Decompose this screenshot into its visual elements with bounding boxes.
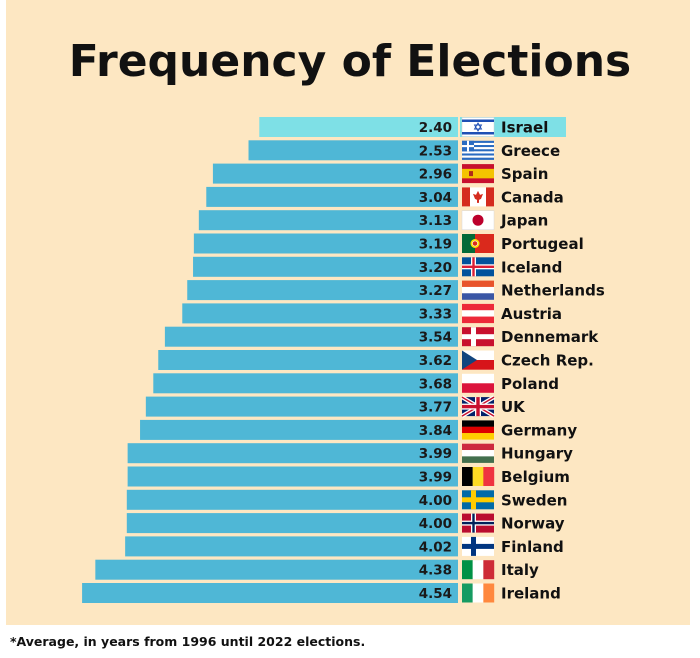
bar-spain [212, 163, 458, 184]
greece-flag-icon [462, 140, 494, 160]
value-label-hungary: 3.99 [419, 446, 452, 462]
category-label-greece: Greece [501, 142, 560, 160]
value-label-portugeal: 3.19 [419, 237, 452, 253]
category-label-poland: Poland [501, 375, 559, 393]
bar-germany [140, 419, 458, 440]
chart-title: Frequency of Elections [68, 36, 632, 87]
bar-italy [95, 559, 458, 580]
bar-czech-rep [158, 350, 458, 370]
value-label-israel: 2.40 [419, 120, 452, 136]
category-label-israel: Israel [501, 119, 548, 137]
denmark-flag-icon [462, 327, 494, 347]
iceland-flag-icon [462, 257, 494, 277]
belgium-flag-icon [462, 467, 495, 486]
bar-sweden [126, 489, 459, 510]
value-label-finland: 4.02 [419, 539, 452, 555]
value-label-belgium: 3.99 [419, 470, 452, 486]
value-label-germany: 3.84 [419, 423, 452, 439]
bar-netherlands [187, 280, 458, 301]
ireland-flag-icon [462, 583, 495, 603]
bar-canada [206, 186, 458, 207]
finland-flag-icon [462, 536, 494, 556]
bar-finland [125, 536, 459, 557]
category-label-finland: Finland [501, 538, 564, 556]
bar-ireland [82, 583, 458, 603]
bar-iceland [193, 256, 459, 277]
category-label-belgium: Belgium [501, 468, 570, 486]
category-label-czech-rep: Czech Rep. [501, 352, 594, 370]
bar-norway [126, 513, 459, 534]
category-label-dennemark: Dennemark [501, 328, 599, 346]
uk-flag-icon [460, 395, 496, 418]
netherlands-flag-icon [462, 280, 494, 300]
bar-poland [153, 373, 458, 394]
israel-flag-icon [460, 117, 566, 137]
value-label-spain: 2.96 [419, 167, 452, 183]
category-label-germany: Germany [501, 421, 577, 439]
category-label-spain: Spain [501, 165, 548, 183]
category-label-ireland: Ireland [501, 585, 561, 603]
value-label-italy: 4.38 [419, 563, 452, 579]
category-label-hungary: Hungary [501, 445, 573, 463]
bar-dennemark [164, 326, 458, 347]
bar-israel [259, 117, 458, 137]
portugal-flag-icon [462, 234, 494, 253]
category-label-uk: UK [501, 398, 526, 416]
bar-portugeal [193, 233, 459, 254]
value-label-sweden: 4.00 [419, 493, 452, 509]
czech-flag-icon [462, 350, 494, 370]
value-label-japan: 3.13 [419, 213, 452, 229]
bar-uk [145, 396, 458, 417]
norway-flag-icon [462, 513, 494, 533]
bar-greece [248, 140, 458, 161]
category-label-iceland: Iceland [501, 258, 562, 276]
value-label-canada: 3.04 [419, 190, 452, 206]
category-label-canada: Canada [501, 188, 564, 206]
austria-flag-icon [462, 303, 494, 324]
bar-belgium [127, 466, 459, 487]
japan-flag-icon [461, 210, 495, 230]
category-label-austria: Austria [501, 305, 562, 323]
spain-flag-icon [462, 164, 494, 184]
category-label-portugeal: Portugeal [501, 235, 584, 253]
value-label-uk: 3.77 [419, 400, 452, 416]
value-label-netherlands: 3.27 [419, 283, 452, 299]
germany-flag-icon [462, 420, 494, 440]
value-label-ireland: 4.54 [419, 586, 452, 602]
value-label-dennemark: 3.54 [419, 330, 452, 346]
bar-austria [182, 303, 458, 324]
value-label-norway: 4.00 [419, 516, 452, 532]
value-label-czech-rep: 3.62 [419, 353, 452, 369]
poland-flag-icon [462, 373, 494, 393]
bar-japan [198, 210, 458, 231]
value-label-iceland: 3.20 [419, 260, 452, 276]
bar-hungary [127, 443, 459, 464]
canada-flag-icon [462, 187, 494, 207]
value-label-greece: 2.53 [419, 143, 452, 159]
value-label-austria: 3.33 [419, 306, 452, 322]
category-label-italy: Italy [501, 561, 539, 579]
value-label-poland: 3.68 [419, 376, 452, 392]
italy-flag-icon [462, 560, 495, 580]
category-label-sweden: Sweden [501, 491, 567, 509]
category-label-norway: Norway [501, 515, 565, 533]
category-label-netherlands: Netherlands [501, 282, 605, 300]
category-label-japan: Japan [500, 212, 548, 230]
hungary-flag-icon [462, 443, 494, 463]
footnote: *Average, in years from 1996 until 2022 … [10, 634, 366, 649]
sweden-flag-icon [462, 490, 494, 510]
